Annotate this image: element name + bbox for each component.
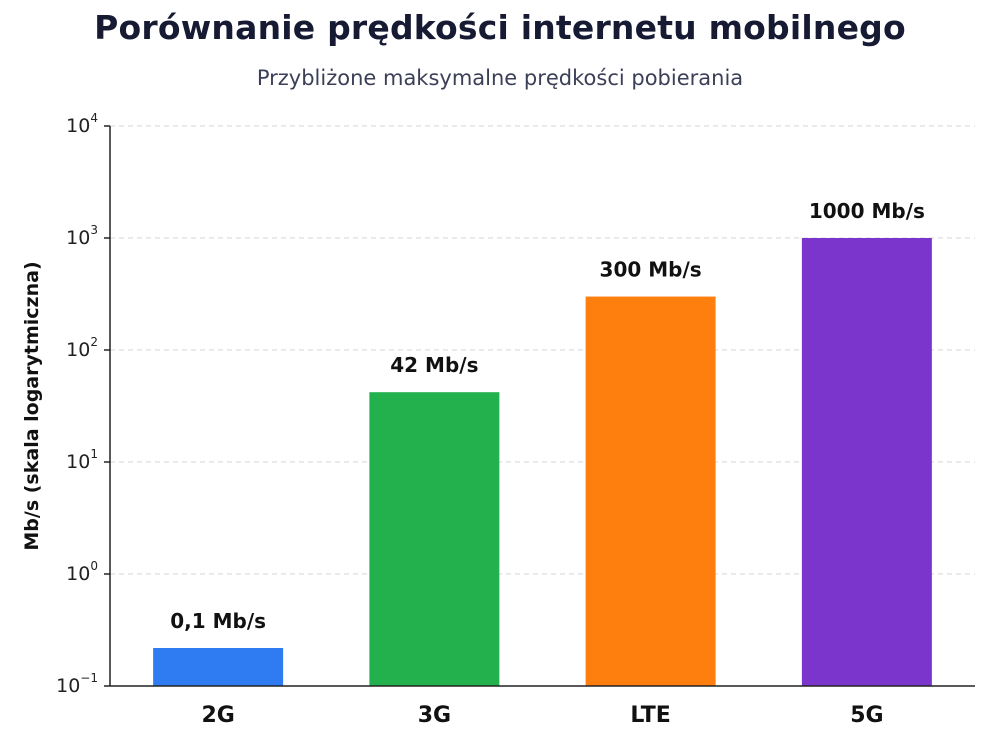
data-label: 0,1 Mb/s xyxy=(170,609,266,633)
data-label: 42 Mb/s xyxy=(390,353,478,377)
y-tick-base: 10 xyxy=(66,451,90,473)
data-label: 1000 Mb/s xyxy=(809,199,925,223)
x-tick-label: 5G xyxy=(850,703,883,728)
bar-lte xyxy=(585,296,716,686)
bar-5g xyxy=(801,238,932,686)
y-tick-exponent: −1 xyxy=(80,671,98,685)
bar-3g xyxy=(369,392,500,686)
y-tick-base: 10 xyxy=(66,339,90,361)
x-tick-label: 2G xyxy=(201,703,234,728)
y-tick-label: 101 xyxy=(66,447,98,473)
y-tick-exponent: 2 xyxy=(90,335,98,349)
bars xyxy=(153,238,932,686)
chart-subtitle: Przybliżone maksymalne prędkości pobiera… xyxy=(256,66,744,90)
y-tick-exponent: 1 xyxy=(90,447,98,461)
y-tick-base: 10 xyxy=(66,115,90,137)
y-tick-label: 102 xyxy=(66,335,98,361)
x-tick-label: 3G xyxy=(418,703,451,728)
y-tick-base: 10 xyxy=(66,227,90,249)
y-tick-label: 103 xyxy=(66,223,98,249)
data-label: 300 Mb/s xyxy=(600,258,702,282)
y-tick-base: 10 xyxy=(66,563,90,585)
chart-title: Porównanie prędkości internetu mobilnego xyxy=(94,8,906,47)
x-tick-label: LTE xyxy=(630,703,670,728)
y-tick-exponent: 0 xyxy=(90,559,98,573)
y-tick-label: 104 xyxy=(66,111,98,137)
y-tick-label: 100 xyxy=(66,559,98,585)
axes xyxy=(104,125,975,687)
y-tick-base: 10 xyxy=(56,675,80,697)
y-tick-label: 10−1 xyxy=(56,671,98,697)
y-tick-exponent: 4 xyxy=(90,111,98,125)
bar-2g xyxy=(153,648,284,686)
y-tick-exponent: 3 xyxy=(90,223,98,237)
y-axis-title: Mb/s (skala logarytmiczna) xyxy=(21,261,43,550)
